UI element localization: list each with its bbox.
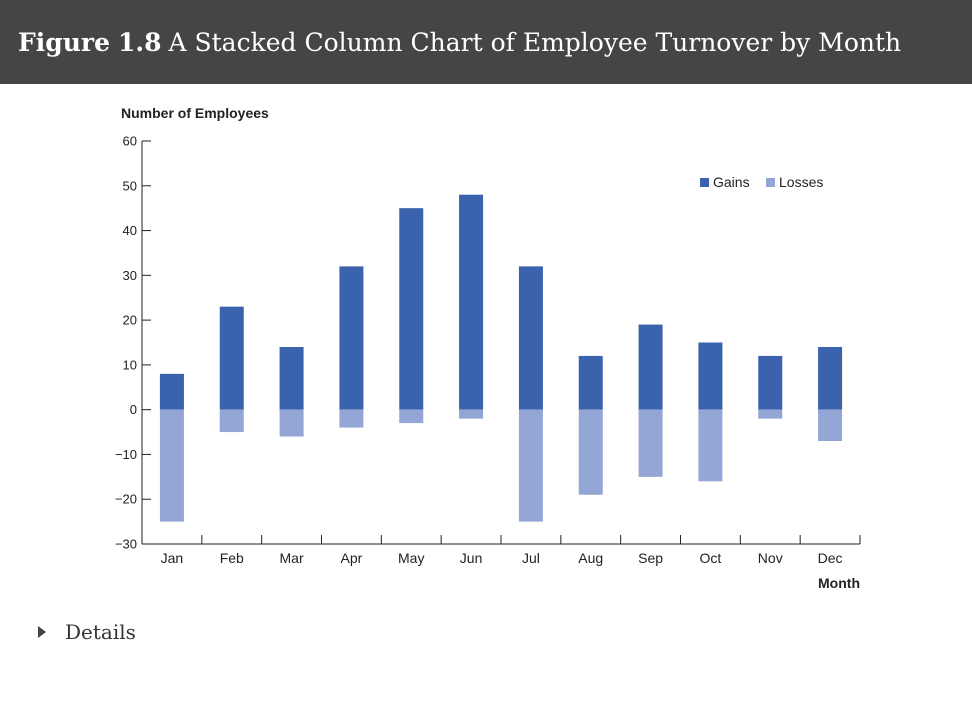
bar-losses-jul — [518, 409, 543, 522]
figure-label: Figure — [18, 27, 110, 57]
bar-gains-oct — [698, 342, 723, 410]
bar-gains-feb — [219, 306, 244, 410]
x-tick-label: Sep — [638, 550, 663, 566]
bar-losses-may — [399, 409, 424, 424]
bar-losses-mar — [279, 409, 304, 437]
bar-losses-sep — [638, 409, 663, 477]
bar-losses-aug — [578, 409, 603, 495]
x-tick-label: Aug — [578, 550, 603, 566]
bar-gains-mar — [279, 346, 304, 410]
bar-gains-may — [399, 208, 424, 410]
details-toggle[interactable]: Details — [38, 620, 136, 644]
x-tick-label: Nov — [758, 550, 783, 566]
bar-gains-jun — [459, 194, 484, 410]
figure-caption: Figure 1.8 A Stacked Column Chart of Emp… — [0, 0, 972, 84]
bar-losses-jun — [459, 409, 484, 419]
x-tick-label: May — [398, 550, 424, 566]
bar-losses-oct — [698, 409, 723, 482]
y-tick-label: −20 — [115, 492, 137, 507]
bar-losses-nov — [758, 409, 783, 419]
stacked-column-chart: Number of Employees 60 50 40 30 20 10 0 −10 −20 −… — [115, 105, 861, 591]
bar-gains-dec — [818, 346, 843, 410]
figure-title: A Stacked Column Chart of Employee Turno… — [168, 27, 902, 57]
x-tick-label: Jul — [522, 550, 540, 566]
bar-gains-jan — [159, 373, 184, 410]
chart-area: Number of Employees 60 50 40 30 20 10 0 −10 −20 −… — [0, 84, 972, 624]
y-tick-label: 10 — [123, 357, 137, 372]
x-tick-label: Dec — [818, 550, 843, 566]
x-tick-label: Mar — [280, 550, 304, 566]
legend-swatch-losses — [766, 178, 775, 187]
y-tick-label: 20 — [123, 313, 137, 328]
legend-swatch-gains — [700, 178, 709, 187]
bar-gains-sep — [638, 324, 663, 410]
bar-gains-nov — [758, 355, 783, 410]
bar-losses-dec — [818, 409, 843, 442]
y-tick-label: 50 — [123, 178, 137, 193]
x-axis-label: Month — [818, 575, 860, 591]
bar-gains-aug — [578, 355, 603, 410]
y-tick-label: 30 — [123, 268, 137, 283]
figure-number: 1.8 — [117, 27, 162, 57]
y-tick-label: 60 — [123, 134, 137, 149]
bar-losses-apr — [339, 409, 364, 428]
legend-label-gains: Gains — [713, 174, 750, 190]
y-tick-label: −30 — [115, 537, 137, 552]
bar-losses-feb — [219, 409, 244, 433]
y-tick-label: 40 — [123, 223, 137, 238]
y-tick-label: −10 — [115, 447, 137, 462]
y-axis-label: Number of Employees — [121, 105, 269, 121]
details-label: Details — [65, 620, 136, 644]
legend-label-losses: Losses — [779, 174, 823, 190]
x-tick-label: Apr — [341, 550, 363, 566]
x-tick-label: Oct — [700, 550, 722, 566]
x-tick-label: Feb — [220, 550, 244, 566]
x-tick-label: Jun — [460, 550, 483, 566]
bar-gains-jul — [518, 266, 543, 410]
caret-right-icon — [38, 626, 46, 638]
y-tick-label: 0 — [130, 402, 137, 417]
bar-losses-jan — [159, 409, 184, 522]
x-tick-label: Jan — [161, 550, 184, 566]
bar-gains-apr — [339, 266, 364, 410]
